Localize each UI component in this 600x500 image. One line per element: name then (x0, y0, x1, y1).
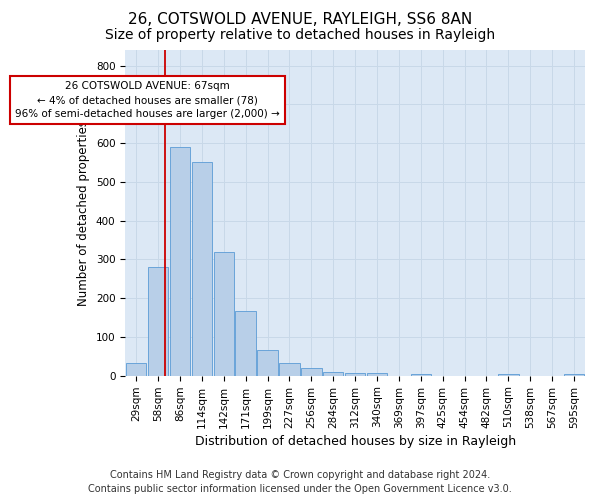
Text: 26, COTSWOLD AVENUE, RAYLEIGH, SS6 8AN: 26, COTSWOLD AVENUE, RAYLEIGH, SS6 8AN (128, 12, 472, 28)
Text: Size of property relative to detached houses in Rayleigh: Size of property relative to detached ho… (105, 28, 495, 42)
Bar (345, 373, 365, 376)
X-axis label: Distribution of detached houses by size in Rayleigh: Distribution of detached houses by size … (194, 434, 515, 448)
Bar (191, 162, 212, 376)
Bar (214, 252, 234, 376)
Bar (323, 372, 343, 376)
Y-axis label: Number of detached properties: Number of detached properties (77, 120, 91, 306)
Bar (170, 147, 190, 376)
Bar (126, 363, 146, 376)
Bar (367, 373, 387, 376)
Text: Contains HM Land Registry data © Crown copyright and database right 2024.
Contai: Contains HM Land Registry data © Crown c… (88, 470, 512, 494)
Bar (301, 368, 322, 376)
Text: 26 COTSWOLD AVENUE: 67sqm
← 4% of detached houses are smaller (78)
96% of semi-d: 26 COTSWOLD AVENUE: 67sqm ← 4% of detach… (15, 81, 280, 119)
Bar (279, 363, 299, 376)
Bar (257, 350, 278, 376)
Bar (498, 374, 518, 376)
Bar (235, 311, 256, 376)
Bar (148, 267, 168, 376)
Bar (410, 374, 431, 376)
Bar (564, 374, 584, 376)
